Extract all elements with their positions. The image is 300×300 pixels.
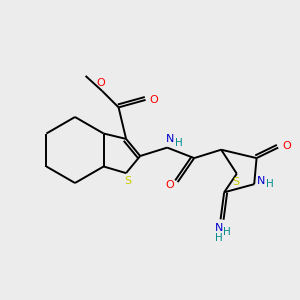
Text: S: S	[232, 177, 240, 187]
Text: S: S	[124, 176, 131, 186]
Text: N: N	[166, 134, 174, 144]
Text: N: N	[256, 176, 265, 186]
Text: O: O	[96, 77, 105, 88]
Text: O: O	[282, 141, 291, 151]
Text: H: H	[215, 233, 223, 243]
Text: N: N	[215, 223, 223, 233]
Text: H: H	[175, 138, 182, 148]
Text: H: H	[223, 227, 231, 237]
Text: O: O	[165, 179, 174, 190]
Text: O: O	[150, 95, 158, 105]
Text: H: H	[266, 179, 274, 189]
